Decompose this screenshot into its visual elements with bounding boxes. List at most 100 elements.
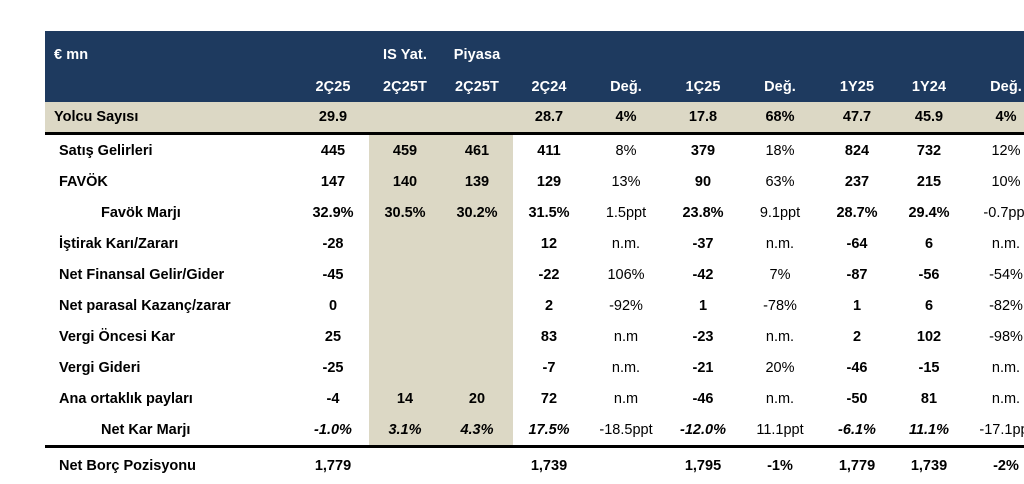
row-label: FAVÖK: [45, 166, 297, 197]
cell-1: [369, 290, 441, 321]
cell-8: 215: [893, 166, 965, 197]
cell-7: 28.7%: [821, 197, 893, 228]
cell-0: -45: [297, 259, 369, 290]
cell-9: n.m.: [965, 228, 1024, 259]
table-footer: Net Borç Pozisyonu 1,779 1,739 1,795 -1%…: [45, 447, 1024, 484]
cell-6: n.m.: [739, 321, 821, 352]
cell-1: [369, 102, 441, 134]
cell-3: 411: [513, 134, 585, 167]
cell-0: 32.9%: [297, 197, 369, 228]
cell-4: 4%: [585, 102, 667, 134]
cell-3: 1,739: [513, 447, 585, 484]
cell-8: -15: [893, 352, 965, 383]
cell-6: 18%: [739, 134, 821, 167]
cell-3: 72: [513, 383, 585, 414]
cell-5: 90: [667, 166, 739, 197]
cell-9: -2%: [965, 447, 1024, 484]
cell-4: 1.5ppt: [585, 197, 667, 228]
header-spacer: [965, 31, 1024, 65]
cell-6: -78%: [739, 290, 821, 321]
column-header-6: Değ.: [739, 65, 821, 102]
cell-4: n.m: [585, 321, 667, 352]
cell-9: 12%: [965, 134, 1024, 167]
cell-7: -6.1%: [821, 414, 893, 447]
cell-6: n.m.: [739, 228, 821, 259]
cell-0: 29.9: [297, 102, 369, 134]
column-header-8: 1Y24: [893, 65, 965, 102]
cell-3: 31.5%: [513, 197, 585, 228]
row-label: Yolcu Sayısı: [45, 102, 297, 134]
row-label: İştirak Karı/Zararı: [45, 228, 297, 259]
cell-7: -64: [821, 228, 893, 259]
cell-9: -98%: [965, 321, 1024, 352]
cell-1: 30.5%: [369, 197, 441, 228]
cell-1: [369, 447, 441, 484]
cell-9: 4%: [965, 102, 1024, 134]
column-header-9: Değ.: [965, 65, 1024, 102]
cell-0: 445: [297, 134, 369, 167]
cell-0: -4: [297, 383, 369, 414]
column-header-7: 1Y25: [821, 65, 893, 102]
cell-9: n.m.: [965, 383, 1024, 414]
cell-2: [441, 259, 513, 290]
cell-2: [441, 321, 513, 352]
row-label: Ana ortaklık payları: [45, 383, 297, 414]
cell-8: 102: [893, 321, 965, 352]
cell-9: 10%: [965, 166, 1024, 197]
cell-9: -54%: [965, 259, 1024, 290]
table-row-net-debt: Net Borç Pozisyonu 1,779 1,739 1,795 -1%…: [45, 447, 1024, 484]
cell-1: [369, 352, 441, 383]
cell-2: 30.2%: [441, 197, 513, 228]
column-header-2: 2Ç25T: [441, 65, 513, 102]
table-body: Yolcu Sayısı 29.9 28.7 4% 17.8 68% 47.7 …: [45, 102, 1024, 447]
row-label: Net Borç Pozisyonu: [45, 447, 297, 484]
cell-8: 1,739: [893, 447, 965, 484]
cell-2: 4.3%: [441, 414, 513, 447]
cell-7: 1,779: [821, 447, 893, 484]
financial-results-table: € mn IS Yat. Piyasa 2Ç25 2Ç25T 2Ç25T 2Ç2…: [45, 31, 1024, 484]
cell-3: -7: [513, 352, 585, 383]
cell-8: 6: [893, 290, 965, 321]
cell-4: 8%: [585, 134, 667, 167]
cell-9: n.m.: [965, 352, 1024, 383]
cell-4: n.m: [585, 383, 667, 414]
cell-1: [369, 259, 441, 290]
header-spacer: [739, 31, 821, 65]
cell-2: 20: [441, 383, 513, 414]
column-header-1: 2Ç25T: [369, 65, 441, 102]
cell-0: 0: [297, 290, 369, 321]
cell-8: 45.9: [893, 102, 965, 134]
cell-0: 147: [297, 166, 369, 197]
header-spacer: [893, 31, 965, 65]
cell-9: -17.1ppt: [965, 414, 1024, 447]
cell-0: -25: [297, 352, 369, 383]
cell-3: -22: [513, 259, 585, 290]
cell-2: [441, 102, 513, 134]
cell-7: 1: [821, 290, 893, 321]
cell-0: 25: [297, 321, 369, 352]
cell-1: 459: [369, 134, 441, 167]
cell-7: -50: [821, 383, 893, 414]
cell-4: -18.5ppt: [585, 414, 667, 447]
cell-5: -37: [667, 228, 739, 259]
cell-5: -23: [667, 321, 739, 352]
cell-6: 20%: [739, 352, 821, 383]
cell-4: n.m.: [585, 352, 667, 383]
cell-5: -12.0%: [667, 414, 739, 447]
cell-0: 1,779: [297, 447, 369, 484]
cell-8: 6: [893, 228, 965, 259]
cell-1: [369, 228, 441, 259]
cell-1: 14: [369, 383, 441, 414]
cell-2: [441, 228, 513, 259]
column-header-3: 2Ç24: [513, 65, 585, 102]
cell-6: 11.1ppt: [739, 414, 821, 447]
cell-5: -42: [667, 259, 739, 290]
cell-6: -1%: [739, 447, 821, 484]
cell-4: n.m.: [585, 228, 667, 259]
unit-label: € mn: [45, 31, 297, 65]
cell-1: [369, 321, 441, 352]
cell-4: 13%: [585, 166, 667, 197]
cell-3: 129: [513, 166, 585, 197]
